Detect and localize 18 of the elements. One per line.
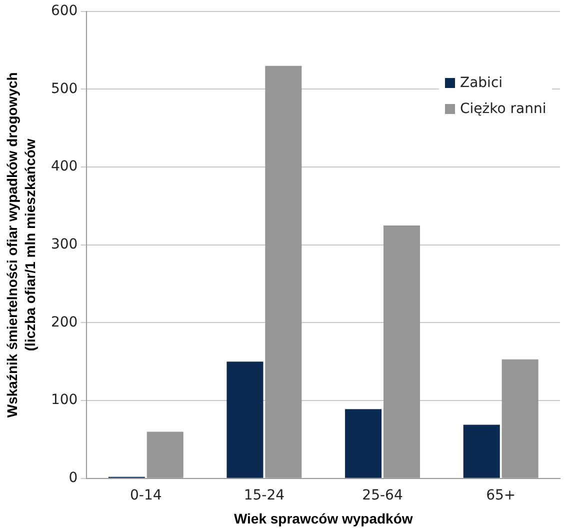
legend-label: Zabici — [460, 75, 503, 92]
y-tick-label: 500 — [50, 80, 78, 97]
x-tick-label: 15-24 — [244, 487, 285, 504]
y-tick-label: 100 — [50, 392, 78, 408]
y-tick-label: 300 — [50, 236, 78, 253]
bar — [226, 362, 264, 478]
y-tick-label: 200 — [50, 314, 78, 330]
x-tick-label: 0-14 — [130, 487, 162, 504]
y-axis-title: Wskaźnik śmiertelności ofiar wypadków drogowych (liczba ofiar/1 mln mieszkańców — [4, 72, 38, 418]
legend-label: Ciężko ranni — [460, 101, 546, 118]
bar — [345, 409, 382, 478]
y-tick-label: 600 — [50, 3, 78, 20]
y-tick-label: 0 — [68, 470, 78, 486]
bar — [463, 424, 500, 478]
x-tick-label: 65+ — [486, 487, 516, 504]
x-tick-label: 25-64 — [362, 487, 403, 504]
x-axis-title: Wiek sprawców wypadków — [234, 510, 413, 526]
y-tick-label: 400 — [50, 158, 78, 175]
